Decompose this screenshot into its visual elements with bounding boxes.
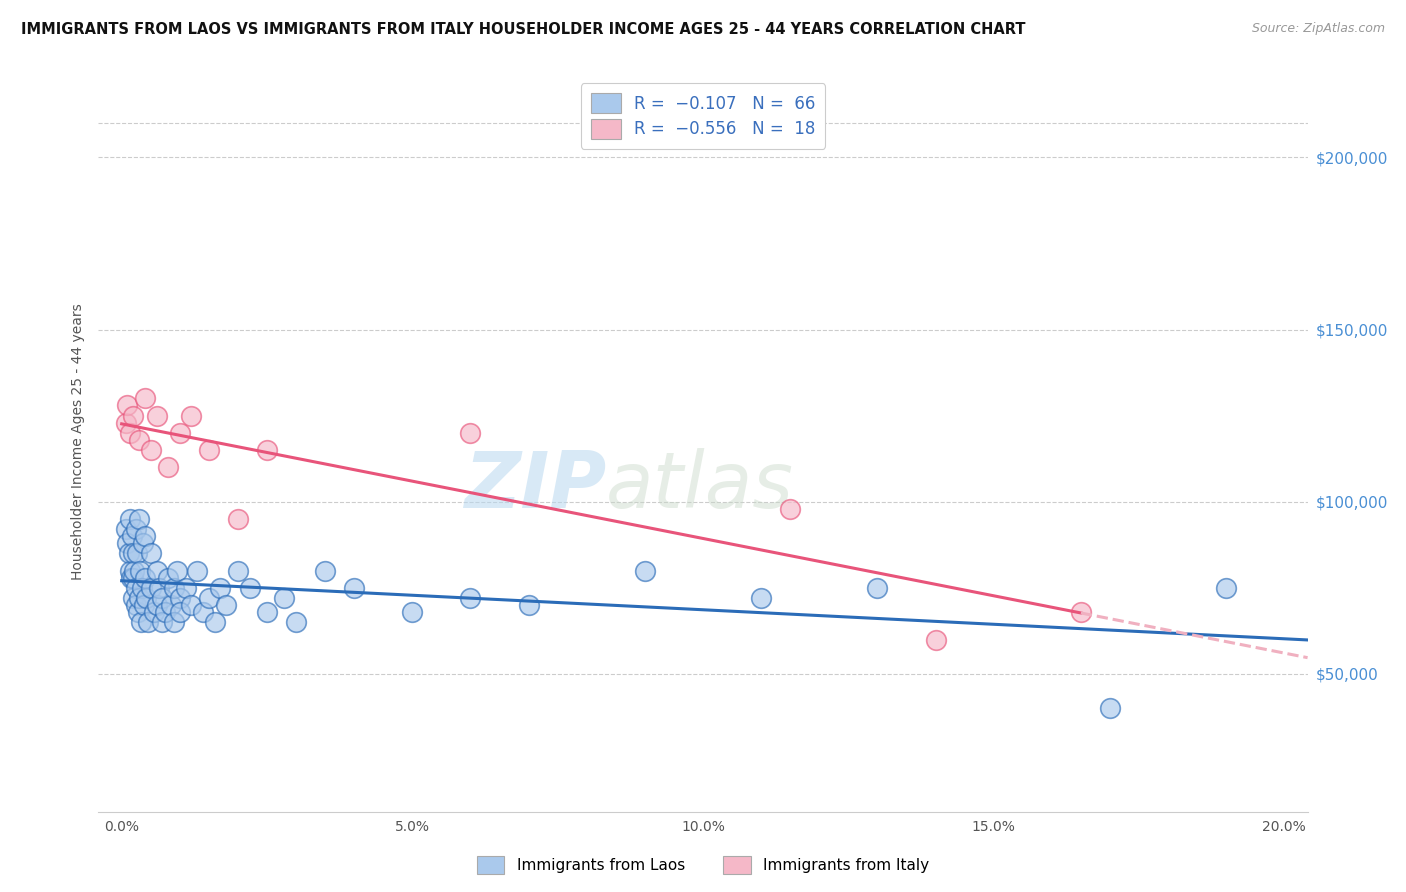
Point (120, 425, 142, 440)
Point (145, 564, 167, 578)
Point (401, 605, 423, 619)
Point (517, 598, 540, 612)
Point (166, 564, 188, 578)
Point (256, 605, 278, 619)
Point (866, 581, 889, 595)
Point (125, 546, 148, 560)
Point (157, 570, 180, 584)
Point (256, 443, 278, 458)
Y-axis label: Householder Income Ages 25 - 44 years: Householder Income Ages 25 - 44 years (70, 303, 84, 580)
Point (134, 392, 156, 406)
Point (125, 598, 148, 612)
Point (122, 591, 145, 606)
Point (163, 581, 186, 595)
Point (118, 546, 141, 560)
Point (139, 443, 162, 458)
Point (145, 598, 167, 612)
Point (117, 536, 139, 550)
Point (122, 570, 145, 584)
Point (209, 581, 232, 595)
Point (145, 409, 167, 423)
Point (273, 591, 295, 606)
Point (204, 615, 226, 630)
Point (132, 598, 155, 612)
Point (160, 598, 183, 612)
Point (634, 564, 657, 578)
Point (180, 598, 202, 612)
Point (215, 598, 238, 612)
Point (118, 564, 141, 578)
Point (180, 409, 202, 423)
Point (129, 564, 152, 578)
Point (198, 443, 221, 458)
Point (121, 529, 143, 543)
Point (131, 581, 153, 595)
Point (226, 564, 249, 578)
Text: atlas: atlas (606, 448, 794, 524)
Text: Source: ZipAtlas.com: Source: ZipAtlas.com (1251, 22, 1385, 36)
Point (1098, 701, 1121, 715)
Point (285, 615, 308, 630)
Point (115, 416, 138, 430)
Point (122, 546, 145, 560)
Point (198, 591, 221, 606)
Point (127, 605, 149, 619)
Point (191, 605, 214, 619)
Point (157, 460, 180, 475)
Point (128, 433, 150, 447)
Point (169, 605, 191, 619)
Point (169, 425, 191, 440)
Point (125, 522, 148, 536)
Point (148, 581, 170, 595)
Point (124, 564, 146, 578)
Point (120, 512, 142, 526)
Point (131, 536, 153, 550)
Point (186, 564, 208, 578)
Point (139, 581, 162, 595)
Point (135, 591, 157, 606)
Point (115, 522, 138, 536)
Point (226, 512, 249, 526)
Point (150, 591, 173, 606)
Point (134, 529, 156, 543)
Point (314, 564, 336, 578)
Point (150, 615, 173, 630)
Point (124, 581, 146, 595)
Point (155, 605, 177, 619)
Point (139, 546, 162, 560)
Point (131, 615, 153, 630)
Point (460, 425, 482, 440)
Point (174, 581, 197, 595)
Point (128, 512, 150, 526)
Point (128, 591, 150, 606)
Point (924, 632, 946, 647)
Point (343, 581, 366, 595)
Point (122, 409, 145, 423)
Point (169, 591, 191, 606)
Legend: R =  −0.107   N =  66, R =  −0.556   N =  18: R = −0.107 N = 66, R = −0.556 N = 18 (581, 83, 825, 149)
Point (460, 591, 482, 606)
Point (136, 615, 159, 630)
Point (120, 570, 142, 584)
Point (142, 605, 165, 619)
Point (779, 501, 801, 516)
Text: ZIP: ZIP (464, 448, 606, 524)
Text: IMMIGRANTS FROM LAOS VS IMMIGRANTS FROM ITALY HOUSEHOLDER INCOME AGES 25 - 44 YE: IMMIGRANTS FROM LAOS VS IMMIGRANTS FROM … (21, 22, 1025, 37)
Point (1215, 581, 1237, 595)
Point (117, 398, 139, 412)
Point (134, 570, 156, 584)
Point (749, 591, 772, 606)
Point (163, 615, 186, 630)
Legend: Immigrants from Laos, Immigrants from Italy: Immigrants from Laos, Immigrants from It… (471, 850, 935, 880)
Point (1070, 605, 1092, 619)
Point (239, 581, 262, 595)
